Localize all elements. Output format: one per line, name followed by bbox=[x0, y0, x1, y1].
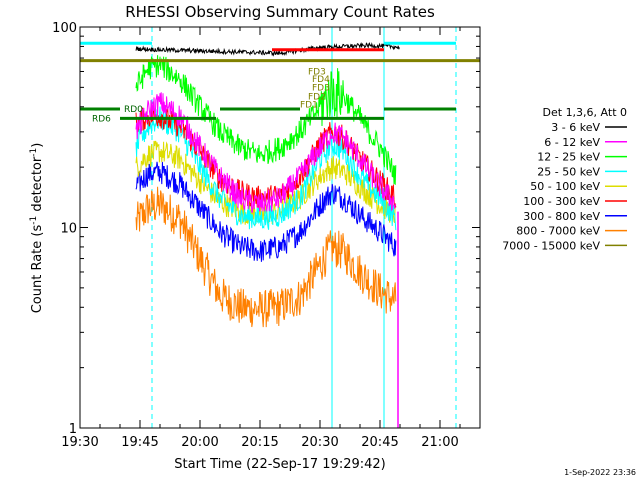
annotation-6: FD1 bbox=[300, 101, 318, 111]
x-axis-label: Start Time (22-Sep-17 19:29:42) bbox=[174, 457, 385, 472]
footer-timestamp: 1-Sep-2022 23:36 bbox=[564, 468, 636, 477]
x-tick-label-3: 20:15 bbox=[241, 435, 278, 450]
y-tick-label-1: 10 bbox=[60, 222, 77, 237]
annotation-4: FD3 bbox=[312, 83, 330, 93]
x-tick-label-1: 19:45 bbox=[121, 435, 158, 450]
legend: Det 1,3,6, Att 0 3 - 6 keV 6 - 12 keV 12 -… bbox=[502, 106, 627, 252]
y-tick-label-0: 1 bbox=[69, 422, 77, 437]
state-segments bbox=[80, 41, 456, 120]
x-tick-label-5: 20:45 bbox=[361, 435, 398, 450]
x-tick-label-0: 19:30 bbox=[61, 435, 98, 450]
legend-label-3: 25 - 50 keV bbox=[537, 165, 600, 178]
x-tick-label-4: 20:30 bbox=[301, 435, 338, 450]
annotation-0: RD0 bbox=[124, 105, 143, 115]
legend-label-2: 12 - 25 keV bbox=[537, 151, 600, 164]
y-tick-label-2: 100 bbox=[52, 21, 77, 36]
annotation-2: FD3 bbox=[308, 67, 326, 77]
legend-label-0: 3 - 6 keV bbox=[551, 121, 600, 134]
y-axis-label: Count Rate (s-1 detector-1) bbox=[29, 143, 45, 314]
annotation-5: FD2 bbox=[308, 93, 326, 103]
axis-ticks: 19:30 19:45 20:00 20:15 20:30 20:45 21:00 1 10 10… bbox=[52, 21, 481, 450]
annotation-3: FD4 bbox=[312, 75, 330, 85]
x-tick-label-2: 20:00 bbox=[181, 435, 218, 450]
legend-label-8: 7000 - 15000 keV bbox=[502, 239, 600, 252]
series-line-0 bbox=[135, 41, 400, 57]
legend-label-6: 300 - 800 keV bbox=[523, 210, 600, 223]
legend-title: Det 1,3,6, Att 0 bbox=[543, 106, 627, 119]
series-line-1 bbox=[135, 92, 397, 213]
series-layer bbox=[80, 41, 480, 428]
legend-label-5: 100 - 300 keV bbox=[523, 195, 600, 208]
chart-title: RHESSI Observing Summary Count Rates bbox=[125, 3, 435, 21]
legend-label-7: 800 - 7000 keV bbox=[516, 225, 600, 238]
series-line-7 bbox=[135, 186, 397, 328]
series-line-2 bbox=[135, 55, 397, 185]
legend-label-1: 6 - 12 keV bbox=[544, 136, 600, 149]
series-line-6 bbox=[135, 161, 397, 262]
legend-label-4: 50 - 100 keV bbox=[530, 180, 600, 193]
x-tick-label-6: 21:00 bbox=[421, 435, 458, 450]
annotation-1: RD6 bbox=[92, 114, 111, 124]
